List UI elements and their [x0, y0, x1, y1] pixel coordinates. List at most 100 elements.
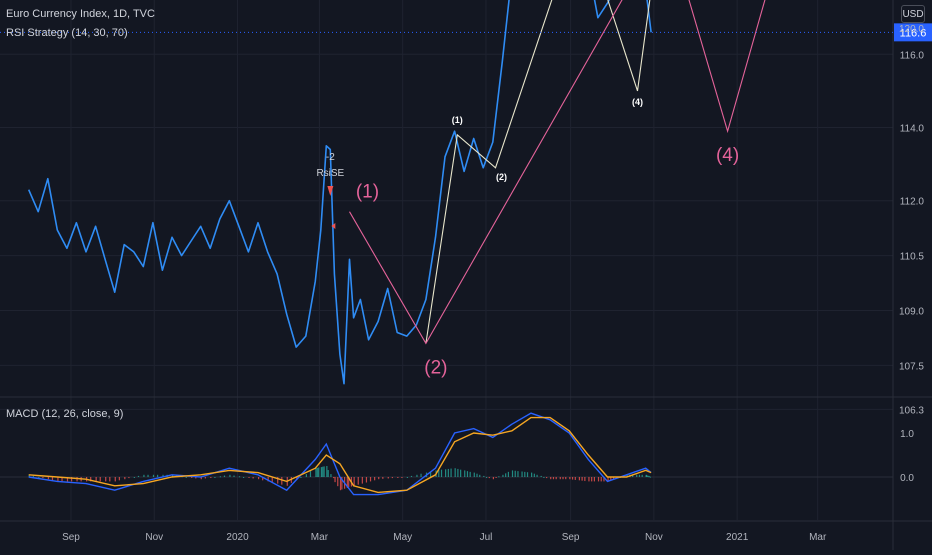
- macd-histogram-bar: [315, 468, 317, 477]
- time-axis-tick: Sep: [562, 532, 580, 543]
- macd-histogram-bar: [517, 471, 519, 477]
- macd-line: [28, 412, 652, 496]
- macd-histogram-bar: [219, 476, 221, 478]
- macd-histogram-bar: [521, 471, 523, 477]
- macd-histogram-bar: [229, 474, 231, 477]
- strategy-label: RSI Strategy (14, 30, 70): [6, 27, 128, 39]
- macd-histogram-bar: [327, 470, 329, 477]
- macd-histogram-bar: [574, 477, 576, 480]
- macd-histogram-bar: [507, 471, 510, 477]
- time-axis-tick: Sep: [62, 532, 80, 543]
- macd-histogram-bar: [636, 474, 638, 477]
- signal-marker-value: -2: [326, 152, 335, 163]
- macd-histogram-bar: [281, 477, 283, 485]
- macd-histogram-bar: [612, 477, 615, 480]
- macd-histogram-bar: [524, 471, 526, 477]
- macd-histogram-bar: [391, 477, 393, 479]
- macd-histogram-bar: [648, 476, 650, 478]
- chart-title: Euro Currency Index, 1D, TVC: [6, 8, 155, 20]
- macd-histogram-bar: [457, 468, 459, 477]
- macd-histogram-bar: [469, 471, 471, 477]
- macd-histogram-bar: [143, 474, 145, 477]
- macd-histogram-bar: [348, 477, 350, 488]
- macd-histogram-bar: [502, 474, 504, 477]
- signal-marker-label: RsiSE: [316, 168, 344, 179]
- macd-histogram-bar: [195, 477, 197, 479]
- macd-histogram-bar: [466, 471, 469, 477]
- signal-line: [28, 416, 652, 494]
- macd-histogram-bar: [233, 475, 235, 477]
- currency-button[interactable]: USD: [901, 5, 925, 23]
- macd-histogram-bar: [447, 468, 449, 477]
- macd-histogram-bar: [147, 474, 149, 477]
- macd-histogram-bar: [118, 477, 120, 481]
- macd-histogram-bar: [114, 477, 116, 482]
- macd-histogram-bar: [204, 477, 206, 479]
- macd-histogram-bar: [47, 477, 49, 480]
- macd-histogram-bar: [57, 477, 59, 482]
- macd-histogram-bar: [214, 477, 216, 478]
- macd-histogram-bar: [610, 477, 612, 481]
- macd-histogram-bar: [492, 477, 494, 480]
- macd-histogram-bar: [607, 477, 609, 482]
- macd-histogram-bar: [645, 475, 647, 477]
- macd-histogram-bar: [505, 473, 507, 477]
- macd-histogram-bar: [511, 470, 514, 477]
- macd-histogram-bar: [476, 473, 478, 477]
- macd-histogram-bar: [124, 477, 126, 480]
- macd-histogram-bar: [341, 477, 343, 490]
- macd-histogram-bar: [337, 477, 339, 487]
- time-axis-tick: 2021: [726, 532, 749, 543]
- macd-histogram-bar: [330, 474, 332, 477]
- macd-histogram-bar: [323, 466, 325, 477]
- macd-histogram-bar: [353, 477, 355, 486]
- macd-histogram-bar: [593, 477, 596, 482]
- pink-wave-line: [349, 0, 766, 345]
- macd-histogram-bar: [90, 477, 92, 482]
- white-wave-label: (2): [496, 172, 507, 182]
- price-axis-tick: 107.5: [899, 361, 924, 372]
- time-axis-tick: Mar: [809, 532, 827, 543]
- macd-histogram-bar: [550, 477, 552, 480]
- macd-histogram-bar: [200, 477, 202, 480]
- macd-histogram-bar: [485, 477, 488, 478]
- macd-histogram-bar: [210, 477, 212, 478]
- macd-histogram-bar: [152, 474, 155, 477]
- last-price-badge: [894, 23, 932, 42]
- macd-histogram-bar: [305, 474, 307, 477]
- macd-histogram-bar: [479, 474, 481, 477]
- pink-wave-label: (4): [716, 145, 739, 166]
- macd-histogram-bar: [191, 477, 193, 478]
- macd-histogram-bar: [242, 477, 245, 478]
- macd-histogram-bar: [369, 477, 372, 482]
- macd-histogram-bar: [420, 473, 422, 477]
- macd-histogram-bar: [322, 466, 324, 477]
- macd-histogram-bar: [333, 477, 335, 479]
- pink-wave-label: (2): [424, 357, 447, 378]
- macd-histogram-bar: [70, 477, 73, 482]
- macd-histogram-bar: [546, 477, 548, 479]
- macd-histogram-bar: [588, 477, 590, 482]
- macd-histogram-bar: [498, 476, 500, 478]
- macd-histogram-bar: [649, 476, 651, 478]
- macd-histogram-bar: [382, 477, 384, 479]
- time-axis-tick: May: [393, 532, 412, 543]
- macd-histogram-bar: [361, 477, 363, 484]
- macd-histogram-bar: [543, 477, 545, 478]
- macd-axis-tick: 0.0: [900, 473, 914, 484]
- macd-histogram-bar: [584, 477, 586, 482]
- macd-label: MACD (12, 26, close, 9): [6, 408, 124, 420]
- macd-histogram-bar: [137, 475, 140, 477]
- macd-histogram-bar: [416, 474, 418, 477]
- macd-histogram-bar: [514, 470, 516, 477]
- macd-histogram-bar: [277, 477, 279, 484]
- macd-histogram-bar: [248, 477, 250, 478]
- macd-histogram-bar: [641, 474, 643, 477]
- white-wave-label: (1): [452, 115, 463, 125]
- price-axis-tick: 116.0: [900, 50, 925, 61]
- macd-histogram-bar: [473, 472, 475, 477]
- macd-histogram-bar: [460, 469, 462, 477]
- pink-wave-label: (1): [356, 182, 379, 203]
